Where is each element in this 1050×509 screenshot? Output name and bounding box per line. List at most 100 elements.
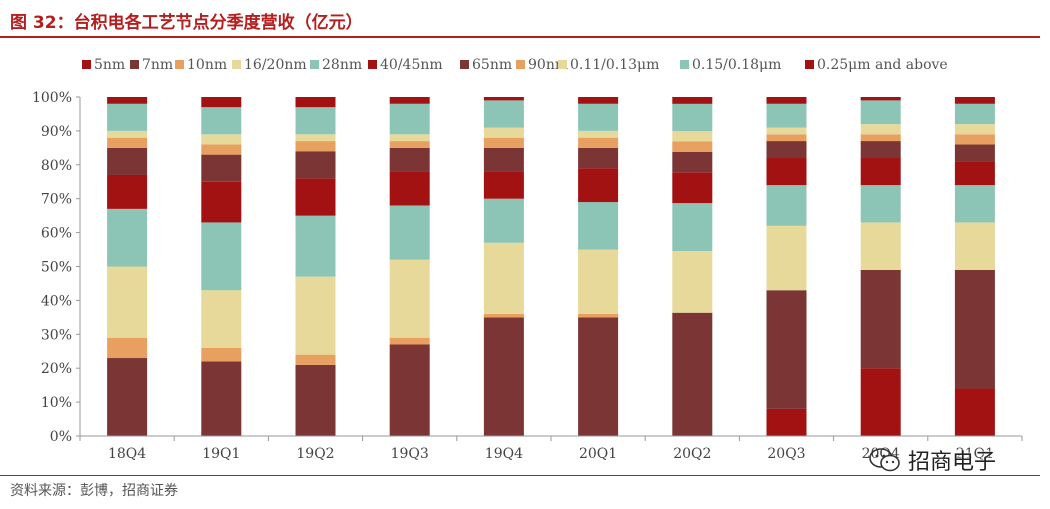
bar-segment-20Q3-1 (766, 290, 807, 409)
legend-label-5: 40/45nm (380, 57, 443, 73)
bar-segment-20Q3-6 (766, 141, 807, 159)
bar-segment-20Q2-3 (672, 251, 713, 313)
bar-segment-20Q1-6 (578, 147, 619, 169)
legend-swatch-6 (460, 60, 469, 69)
bar-segment-19Q4-4 (483, 198, 524, 243)
bar-segment-19Q3-7 (389, 141, 430, 148)
legend-swatch-0 (82, 60, 91, 69)
legend-swatch-2 (175, 60, 184, 69)
source-note: 资料来源：彭博，招商证券 (10, 483, 178, 499)
chart-legend: 5nm 7nm 10nm 16/20nm 28nm 40/45nm 65nm 90nm 0.11… (82, 57, 948, 73)
bar-segment-20Q4-1 (860, 269, 901, 369)
legend-label-0: 5nm (94, 57, 125, 73)
bar-segment-19Q4-9 (483, 100, 524, 128)
bar-segment-20Q3-10 (766, 97, 807, 104)
watermark-text: 招商电子 (908, 450, 997, 475)
bar-segment-19Q3-1 (389, 344, 430, 436)
bar-segment-21Q1-10 (954, 97, 995, 104)
bar-segment-19Q1-5 (201, 181, 242, 223)
bar-segment-19Q3-10 (389, 97, 430, 104)
legend-label-4: 28nm (322, 57, 362, 73)
bar-segment-19Q1-10 (201, 97, 242, 108)
bar-segment-20Q4-8 (860, 124, 901, 135)
y-axis: 0% 10% 20% 30% 40% 50% 60% 70% 80% 90% 100% (32, 90, 81, 445)
bar-segment-20Q3-5 (766, 158, 807, 186)
bar-segment-18Q4-8 (107, 130, 148, 138)
bar-segment-19Q1-4 (201, 222, 242, 291)
bar-segment-18Q4-3 (107, 266, 148, 338)
watermark: 招商电子 (868, 440, 1033, 480)
x-axis: 18Q4 19Q1 19Q2 19Q3 19Q4 20Q1 20Q2 20Q3 20Q4 21Q1 (79, 435, 1023, 462)
legend-swatch-4 (310, 60, 319, 69)
bar-segment-21Q1-5 (954, 161, 995, 186)
bar-segment-20Q1-8 (578, 130, 619, 138)
bar-segment-19Q1-8 (201, 134, 242, 145)
x-tick-label-4: 19Q4 (485, 446, 523, 462)
title-divider (0, 36, 1040, 38)
stacked-bar-chart: 5nm 7nm 10nm 16/20nm 28nm 40/45nm 65nm 90nm 0.11… (32, 57, 1023, 462)
bar-segment-20Q2-8 (672, 131, 713, 142)
wechat-icon (869, 448, 900, 472)
bar-segment-18Q4-10 (107, 97, 148, 104)
x-tick-label-1: 19Q1 (202, 446, 240, 462)
bar-segment-20Q3-7 (766, 134, 807, 142)
bar-segment-20Q4-10 (860, 97, 901, 101)
bar-segment-20Q2-7 (672, 141, 713, 152)
legend-swatch-7 (516, 60, 525, 69)
bar-segment-20Q1-3 (578, 249, 619, 314)
bar-segment-19Q1-1 (201, 361, 242, 436)
bar-segment-19Q2-10 (295, 97, 336, 108)
bar-segment-19Q4-3 (483, 242, 524, 314)
x-tick-label-2: 19Q2 (296, 446, 334, 462)
bar-segment-20Q2-4 (672, 203, 713, 252)
y-tick-label-1: 10% (41, 395, 72, 411)
bar-segment-19Q2-4 (295, 215, 336, 277)
y-tick-label-5: 50% (41, 260, 72, 276)
bar-segment-20Q3-3 (766, 225, 807, 291)
bar-segment-20Q1-4 (578, 202, 619, 250)
y-tick-label-8: 80% (41, 158, 72, 174)
bar-segment-21Q1-6 (954, 144, 995, 162)
bar-segment-18Q4-1 (107, 358, 148, 436)
bar-segment-21Q1-4 (954, 185, 995, 223)
bar-segment-20Q2-10 (672, 97, 713, 104)
x-tick-label-0: 18Q4 (108, 446, 146, 462)
bar-segment-20Q4-4 (860, 185, 901, 223)
bar-segment-19Q2-9 (295, 107, 336, 135)
bar-segment-19Q3-2 (389, 337, 430, 345)
y-tick-label-7: 70% (41, 192, 72, 208)
bar-segment-19Q1-6 (201, 154, 242, 182)
bar-segment-19Q4-1 (483, 317, 524, 436)
bar-segment-19Q1-2 (201, 347, 242, 362)
bar-segment-20Q2-9 (672, 103, 713, 132)
bar-segment-19Q3-5 (389, 171, 430, 206)
bar-segment-19Q2-2 (295, 354, 336, 365)
bar-segment-20Q3-8 (766, 127, 807, 135)
bar-segment-18Q4-6 (107, 147, 148, 175)
legend-swatch-10 (805, 60, 814, 69)
bar-segment-19Q2-8 (295, 134, 336, 142)
legend-swatch-5 (368, 60, 377, 69)
bar-segment-19Q3-4 (389, 205, 430, 260)
x-tick-label-5: 20Q1 (579, 446, 617, 462)
legend-swatch-3 (232, 60, 241, 69)
legend-label-8: 0.11/0.13μm (570, 57, 659, 73)
bar-segment-20Q4-7 (860, 134, 901, 142)
bar-segment-19Q4-5 (483, 171, 524, 199)
bar-segment-19Q2-5 (295, 178, 336, 216)
legend-label-1: 7nm (142, 57, 173, 73)
y-tick-label-4: 40% (41, 293, 72, 309)
bar-segment-19Q3-6 (389, 147, 430, 172)
y-tick-label-3: 30% (41, 327, 72, 343)
bar-segment-19Q4-7 (483, 137, 524, 148)
bar-segment-21Q1-3 (954, 222, 995, 270)
bar-segment-19Q3-3 (389, 259, 430, 338)
y-tick-label-10: 100% (32, 90, 72, 106)
bar-segment-19Q4-8 (483, 127, 524, 138)
bar-segment-19Q4-2 (483, 313, 524, 318)
bar-segment-19Q2-3 (295, 276, 336, 355)
y-tick-label-2: 20% (41, 361, 72, 377)
bar-segment-21Q1-1 (954, 269, 995, 389)
bars-group (107, 97, 995, 436)
bar-segment-20Q2-5 (672, 172, 713, 204)
